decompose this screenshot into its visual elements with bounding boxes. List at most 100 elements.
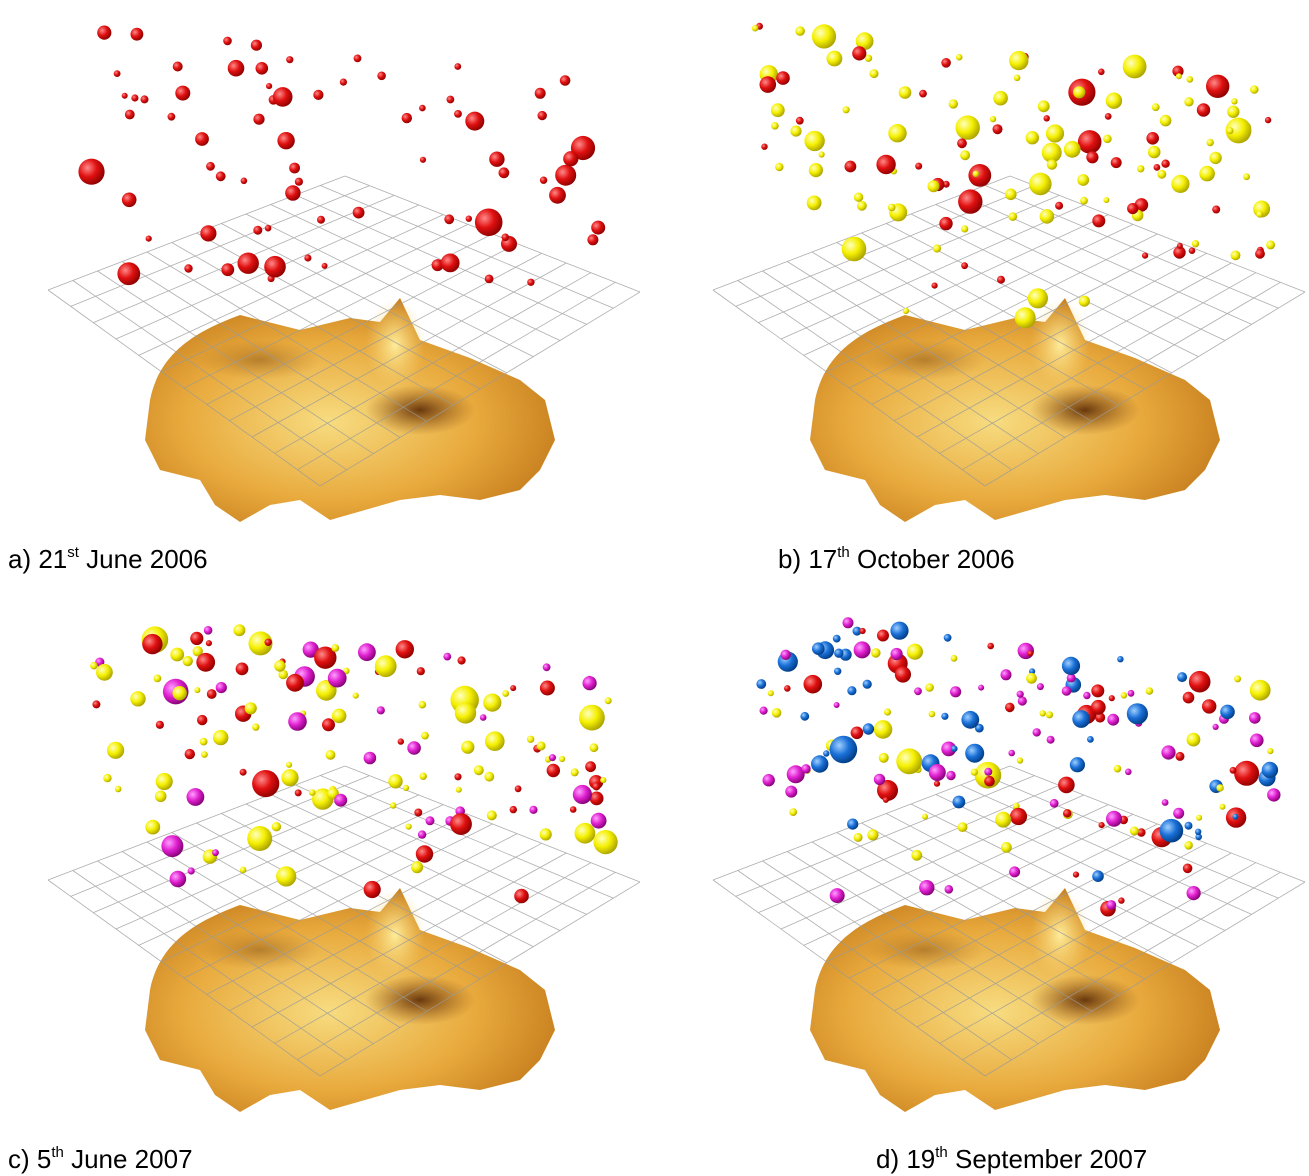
caption-prefix: a) 21 (8, 544, 67, 574)
sphere (207, 689, 217, 699)
sphere (995, 812, 1011, 828)
sphere (895, 666, 911, 682)
sphere (1046, 711, 1053, 718)
sphere (1249, 712, 1261, 724)
caption-superscript: st (67, 544, 80, 561)
sphere (188, 867, 195, 874)
sphere (103, 774, 111, 782)
sphere (863, 723, 874, 734)
sphere (1220, 705, 1235, 720)
sphere (206, 162, 215, 171)
sphere (1266, 240, 1275, 249)
sphere (125, 110, 135, 120)
sphere (579, 705, 605, 731)
sphere (1015, 307, 1036, 328)
sphere (915, 163, 922, 170)
sphere (514, 889, 529, 904)
caption: b) 17th October 2006 (778, 544, 1015, 574)
sphere (173, 686, 187, 700)
sphere (266, 83, 272, 89)
sphere (201, 751, 208, 758)
sphere (173, 62, 183, 72)
sphere (407, 741, 421, 755)
sphere (1047, 736, 1055, 744)
sphere (949, 99, 958, 108)
sphere (555, 165, 576, 186)
sphere (1092, 870, 1104, 882)
sphere (990, 116, 996, 122)
sphere (1189, 671, 1211, 693)
sphere (515, 785, 522, 792)
sphere (790, 126, 801, 137)
sphere (156, 721, 164, 729)
sphere (587, 234, 598, 245)
sphere (272, 822, 281, 831)
sphere (1017, 757, 1023, 763)
sphere (811, 755, 828, 772)
sphere (289, 163, 300, 174)
sphere (1078, 130, 1102, 154)
sphere (590, 743, 599, 752)
sphere (1185, 822, 1193, 830)
sphere (903, 308, 909, 314)
sphere (426, 816, 435, 825)
sphere (154, 675, 162, 683)
sphere (575, 823, 596, 844)
sphere (390, 802, 396, 808)
sphere (535, 88, 546, 99)
sphere (925, 683, 934, 692)
sphere (1070, 757, 1085, 772)
scene-base (48, 176, 640, 522)
sphere (1256, 211, 1263, 218)
sphere (304, 254, 311, 261)
sphere (1033, 728, 1041, 736)
sphere (919, 90, 927, 98)
sphere (331, 644, 339, 652)
sphere (870, 69, 879, 78)
sphere (454, 773, 461, 780)
sphere (447, 96, 455, 104)
sphere (353, 693, 359, 699)
sphere (563, 151, 578, 166)
sphere (1098, 69, 1105, 76)
sphere (364, 881, 381, 898)
sphere (322, 718, 335, 731)
sphere (454, 63, 461, 70)
sphere (130, 691, 145, 706)
sphere (1063, 809, 1071, 817)
sphere (928, 180, 940, 192)
sphere (416, 845, 433, 862)
sphere (142, 634, 162, 654)
sphere (951, 745, 958, 752)
sphere (842, 237, 867, 262)
sphere (1055, 202, 1063, 210)
sphere (1142, 253, 1148, 259)
sphere (1114, 765, 1122, 773)
caption-prefix: d) 19 (876, 1144, 935, 1174)
sphere (863, 680, 872, 689)
sphere (543, 663, 551, 671)
sphere (1206, 75, 1229, 98)
caption-superscript: th (837, 544, 850, 561)
sphere (255, 62, 268, 75)
sphere (145, 820, 160, 835)
sphere (540, 177, 547, 184)
sphere (131, 28, 144, 41)
sphere (807, 196, 822, 211)
sphere (961, 711, 979, 729)
sphere (951, 655, 958, 662)
sphere (1073, 86, 1085, 98)
sphere (987, 643, 994, 650)
sphere (854, 833, 863, 842)
sphere (860, 628, 866, 634)
sphere (973, 171, 979, 177)
sphere (466, 216, 472, 222)
sphere (1026, 673, 1037, 684)
sphere (929, 711, 936, 718)
sphere (871, 648, 881, 658)
sphere (538, 111, 547, 120)
sphere (474, 765, 484, 775)
sphere (941, 58, 951, 68)
sphere (107, 742, 124, 759)
sphere (194, 687, 200, 693)
